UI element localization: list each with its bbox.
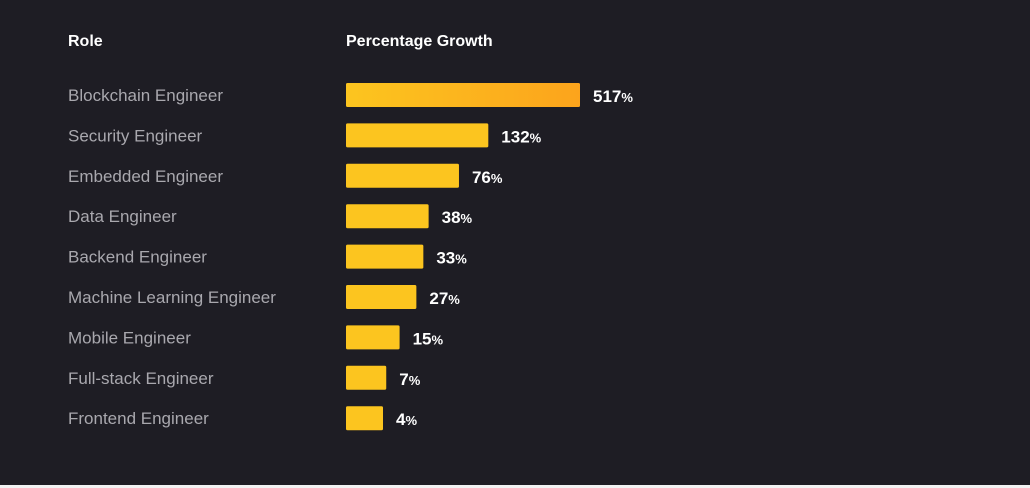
value-number: 38 <box>442 208 461 227</box>
value-suffix: % <box>432 332 444 347</box>
value-suffix: % <box>409 373 421 388</box>
value-number: 517 <box>593 87 621 106</box>
category-label: Frontend Engineer <box>68 409 209 428</box>
bar <box>346 83 580 107</box>
value-number: 4 <box>396 410 406 429</box>
bar <box>346 406 383 431</box>
category-label: Security Engineer <box>68 126 203 145</box>
value-number: 27 <box>429 289 448 308</box>
category-label: Mobile Engineer <box>68 328 191 347</box>
value-label: 4% <box>396 410 417 429</box>
value-label: 38% <box>442 208 473 227</box>
value-suffix: % <box>461 211 473 226</box>
value-suffix: % <box>491 171 503 186</box>
category-label: Machine Learning Engineer <box>68 288 276 307</box>
value-label: 76% <box>472 168 503 187</box>
value-number: 76 <box>472 168 491 187</box>
bar <box>346 204 429 229</box>
value-suffix: % <box>405 413 417 428</box>
value-label: 27% <box>429 289 460 308</box>
value-label: 7% <box>399 370 420 389</box>
value-label: 132% <box>501 127 541 146</box>
category-label: Blockchain Engineer <box>68 86 223 105</box>
value-suffix: % <box>455 252 467 267</box>
category-label: Embedded Engineer <box>68 167 223 186</box>
bar <box>346 365 387 390</box>
category-label: Full-stack Engineer <box>68 369 214 388</box>
value-suffix: % <box>448 292 460 307</box>
bar <box>346 163 459 188</box>
bar <box>346 285 417 309</box>
bar <box>346 325 400 350</box>
value-label: 517% <box>593 87 633 106</box>
value-number: 33 <box>436 249 455 268</box>
value-number: 7 <box>399 370 408 389</box>
value-label: 33% <box>436 249 467 268</box>
role-column-header: Role <box>68 33 103 50</box>
chart-rows: Blockchain Engineer 517% Security Engineer… <box>68 83 633 431</box>
bar <box>346 123 489 148</box>
value-label: 15% <box>413 329 444 348</box>
value-suffix: % <box>530 130 542 145</box>
growth-column-header: Percentage Growth <box>346 33 493 50</box>
value-number: 15 <box>413 329 432 348</box>
value-number: 132 <box>501 127 529 146</box>
value-suffix: % <box>621 90 633 105</box>
category-label: Data Engineer <box>68 207 177 226</box>
bar <box>346 244 424 269</box>
category-label: Backend Engineer <box>68 248 207 267</box>
